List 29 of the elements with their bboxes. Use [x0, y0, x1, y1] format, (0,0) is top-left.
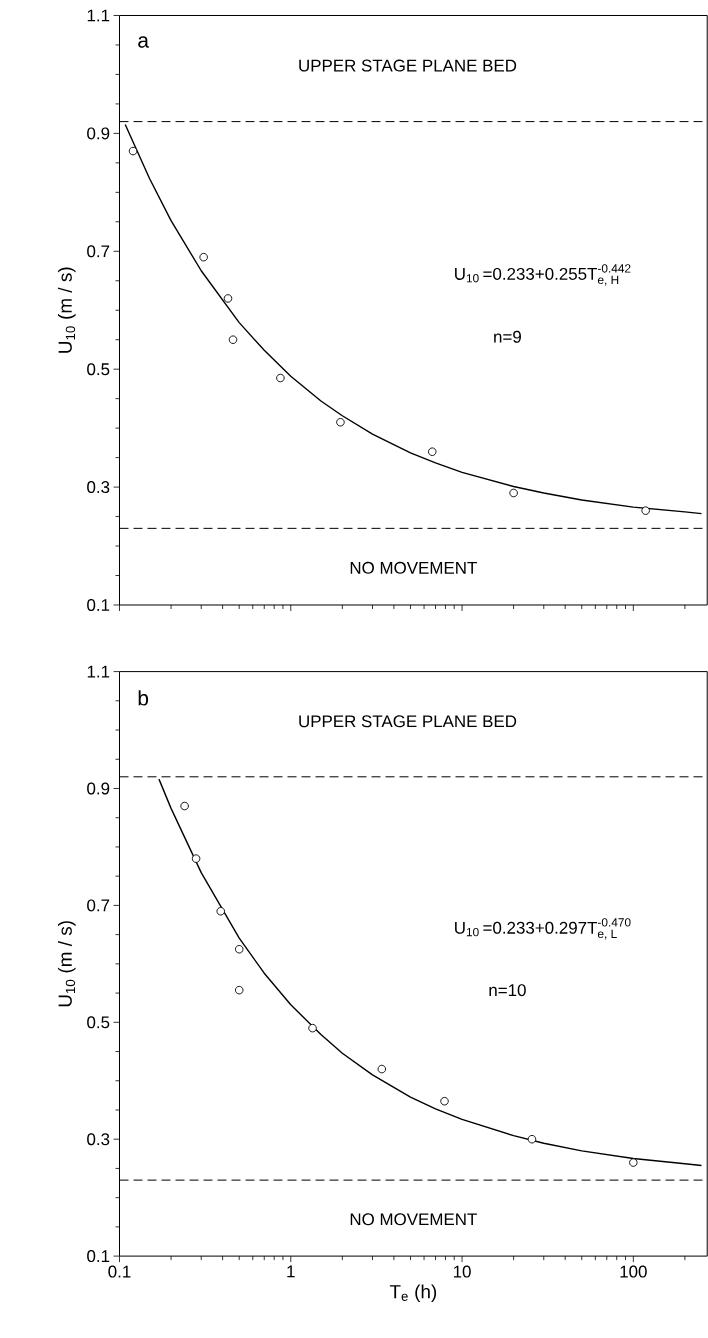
annotation: n=10	[489, 984, 526, 997]
y-tick-label: 0.9	[87, 782, 110, 795]
y-tick-label: 0.5	[87, 1016, 110, 1029]
annotation: NO MOVEMENT	[350, 561, 477, 574]
x-tick-label: 100	[620, 1265, 647, 1278]
y-tick-label: 0.7	[87, 245, 110, 258]
y-tick-label: 1.1	[87, 9, 110, 22]
y-axis-title: U$_{10}$ (m / s)	[57, 921, 76, 1007]
y-tick-label: 0.9	[87, 127, 110, 140]
y-axis-title: U$_{10}$ (m / s)	[57, 267, 76, 353]
y-tick-label: 0.5	[87, 363, 110, 376]
y-tick-label: 0.1	[87, 598, 110, 611]
x-tick-label: 10	[453, 1265, 471, 1278]
annotation: a	[138, 36, 149, 48]
annotation: $\text{U}_{\text{10}}\,\text{=0.233+0.255T}_{\text{e, H}}^{\text{-0.442}}$	[455, 264, 631, 286]
y-tick-label: 0.7	[87, 899, 110, 912]
y-tick-label: 0.1	[87, 1250, 110, 1263]
annotation: UPPER STAGE PLANE BED	[299, 59, 517, 72]
annotation: NO MOVEMENT	[350, 1213, 477, 1226]
y-tick-label: 0.3	[87, 1133, 110, 1146]
y-tick-label: 0.3	[87, 481, 110, 494]
annotation: UPPER STAGE PLANE BED	[299, 715, 517, 728]
x-tick-label: 1	[287, 1265, 295, 1278]
annotation: $\text{U}_{\text{10}}\,\text{=0.233+0.297T}_{\text{e, L}}^{\text{-0.470}}$	[455, 918, 631, 940]
y-tick-label: 1.1	[87, 665, 110, 678]
x-axis-title: T$_{e}$ (h)	[389, 1284, 437, 1303]
annotation: b	[138, 690, 149, 706]
annotation: n=9	[494, 330, 521, 343]
x-tick-label: 0.1	[108, 1265, 131, 1278]
